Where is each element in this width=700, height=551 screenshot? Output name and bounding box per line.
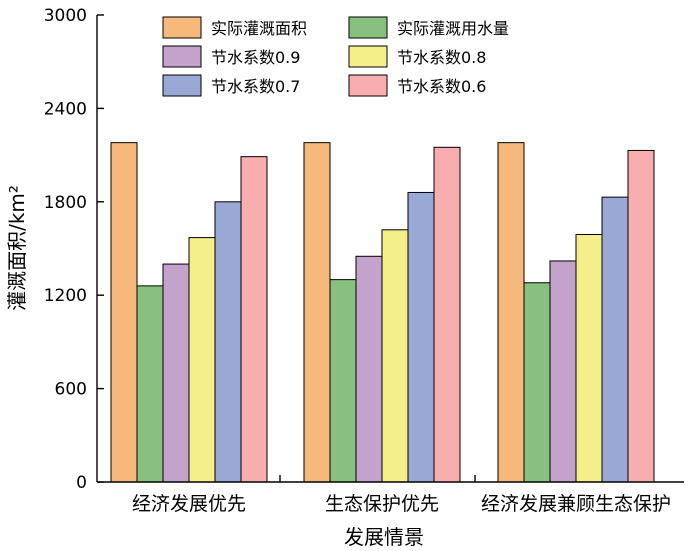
- bar: [433, 146, 461, 483]
- bar: [110, 142, 138, 483]
- bars-layer: [110, 142, 655, 483]
- bar: [355, 255, 383, 483]
- bar: [214, 201, 242, 483]
- x-tick-label: 经济发展优先: [132, 493, 246, 515]
- y-tick-label: 2400: [44, 99, 87, 119]
- legend-label: 实际灌溉用水量: [397, 19, 509, 38]
- y-tick-label: 3000: [44, 6, 87, 26]
- bar: [136, 285, 164, 483]
- y-tick-label: 1200: [44, 286, 87, 306]
- bar: [381, 229, 409, 483]
- bar: [188, 237, 216, 483]
- x-axis-title: 发展情景: [344, 525, 424, 549]
- bar: [523, 282, 551, 483]
- legend-label: 节水系数0.6: [397, 77, 486, 96]
- legend-label: 实际灌溉面积: [211, 19, 307, 38]
- x-tick-label: 经济发展兼顾生态保护: [481, 493, 671, 515]
- legend-label: 节水系数0.8: [397, 48, 486, 67]
- legend-swatch: [162, 45, 202, 68]
- legend-swatch: [162, 16, 202, 39]
- legend-label: 节水系数0.9: [211, 48, 300, 67]
- bar: [575, 233, 603, 483]
- bar: [240, 156, 268, 483]
- bar: [497, 142, 525, 483]
- x-tick-label: 生态保护优先: [325, 493, 439, 515]
- legend-swatch: [162, 74, 202, 97]
- y-tick-label: 600: [55, 380, 87, 400]
- bar: [162, 263, 190, 483]
- y-tick-label: 0: [76, 473, 87, 493]
- y-axis-title: 灌溉面积/km²: [5, 185, 29, 311]
- bar: [627, 149, 655, 483]
- legend-swatch: [348, 16, 388, 39]
- legend-swatch: [348, 74, 388, 97]
- bar: [329, 279, 357, 483]
- legend-label: 节水系数0.7: [211, 77, 300, 96]
- y-tick-label: 1800: [44, 193, 87, 213]
- legend-swatch: [348, 45, 388, 68]
- bar: [549, 260, 577, 483]
- bar: [303, 142, 331, 483]
- bar: [407, 191, 435, 483]
- axes-layer: 0 600 1200 1800 2400 3000 经济发展优先 生态保护优先 经济发展兼顾生态…: [44, 6, 684, 515]
- bar: [601, 196, 629, 483]
